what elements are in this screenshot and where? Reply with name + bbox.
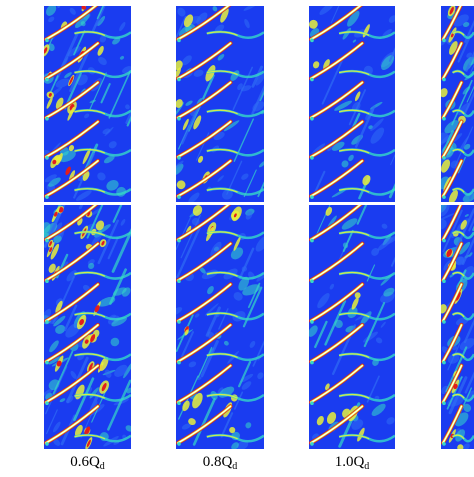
contour-panel-c4-bottom: [441, 205, 474, 449]
caption-c2: 0.8Qd: [202, 454, 238, 472]
contour-panel-c1-bottom: [44, 205, 131, 449]
contour-panel-c2-top: [176, 6, 264, 202]
contour-panel-c3-top: [309, 6, 395, 202]
contour-panel-c2-bottom: [176, 205, 264, 449]
caption-c1: 0.6Qd: [70, 454, 105, 472]
contour-panel-c1-top: [44, 6, 131, 202]
caption-c3: 1.0Qd: [334, 454, 370, 472]
contour-panel-c4-top: [441, 6, 474, 202]
contour-panel-c3-bottom: [309, 205, 395, 449]
